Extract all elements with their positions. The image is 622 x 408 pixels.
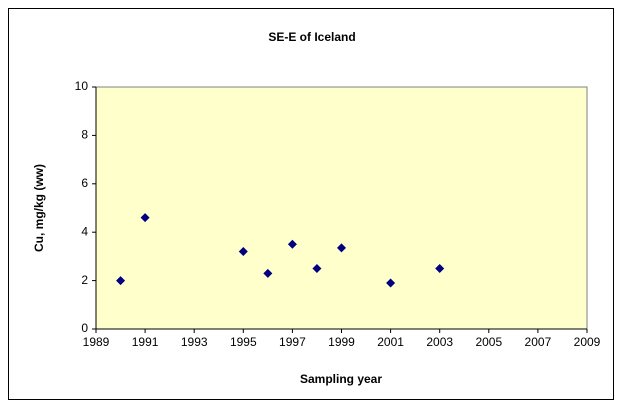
y-tick-label: 0 bbox=[81, 321, 88, 335]
x-tick-label: 2009 bbox=[574, 335, 601, 349]
x-tick-label: 1991 bbox=[132, 335, 159, 349]
data-point bbox=[263, 268, 273, 278]
y-tick-label: 8 bbox=[81, 128, 88, 142]
y-tick-label: 2 bbox=[81, 273, 88, 287]
data-point bbox=[116, 276, 126, 286]
x-tick-label: 1997 bbox=[279, 335, 306, 349]
x-axis-label: Sampling year bbox=[300, 372, 382, 386]
x-tick-label: 2001 bbox=[377, 335, 404, 349]
y-axis-label: Cu, mg/kg (ww) bbox=[32, 164, 46, 252]
x-tick-label: 2003 bbox=[426, 335, 453, 349]
y-tick-label: 6 bbox=[81, 176, 88, 190]
y-tick-label: 4 bbox=[81, 224, 88, 238]
x-tick-label: 1993 bbox=[181, 335, 208, 349]
data-point bbox=[337, 243, 346, 253]
x-tick-label: 1999 bbox=[328, 335, 355, 349]
x-tick-label: 2005 bbox=[475, 335, 502, 349]
data-point bbox=[238, 247, 248, 257]
data-point bbox=[312, 264, 322, 273]
y-tick-label: 10 bbox=[75, 79, 89, 93]
x-tick-label: 1995 bbox=[230, 335, 257, 349]
data-point bbox=[140, 213, 150, 223]
data-point bbox=[386, 278, 396, 288]
data-point bbox=[287, 239, 297, 249]
plot-area bbox=[95, 86, 588, 330]
x-tick-label: 1989 bbox=[83, 335, 110, 349]
chart-title: SE-E of Iceland bbox=[268, 30, 355, 44]
data-point bbox=[435, 264, 445, 273]
x-tick-label: 2007 bbox=[525, 335, 552, 349]
